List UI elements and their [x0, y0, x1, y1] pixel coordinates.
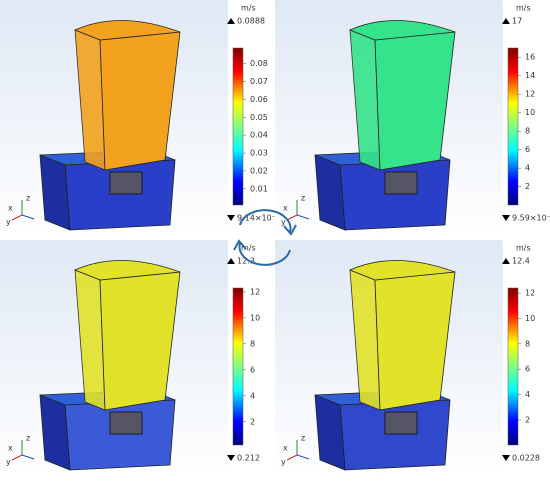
panel: z yx m/s 12.4 0.0228 2 4 6 8 10 12 [275, 240, 540, 478]
colorbar-tick-label: 0.03 [250, 149, 268, 158]
triad-axis [11, 214, 23, 221]
panel: z yx m/s 17 9.59×10⁻³ 2 4 6 8 10 12 14 16 [275, 0, 550, 238]
triad-label: z [301, 194, 305, 203]
base-front [339, 159, 451, 231]
colorbar-tick-label: 12 [250, 287, 260, 296]
colorbar-tick-label: 4 [525, 390, 530, 399]
max-marker [227, 18, 235, 24]
panel: z yx m/s 12.3 0.212 2 4 6 8 10 12 [0, 240, 260, 478]
max-label: 17 [512, 17, 522, 26]
base-side [39, 394, 71, 471]
colorbar-tick-label: 6 [525, 365, 530, 374]
triad-axis [296, 214, 310, 220]
max-label: 12.4 [512, 257, 530, 266]
colorbar [232, 47, 244, 206]
panel: z yx m/s 0.0888 9.14×10⁻⁴ 0.01 0.02 0.03 0.04 0.0… [0, 0, 279, 238]
colorbar-tick-label: 0.01 [250, 184, 268, 193]
unit-label: m/s [516, 4, 531, 13]
triad-label: y [281, 458, 286, 467]
colorbar-tick-label: 10 [525, 314, 535, 323]
triad-axis [21, 454, 35, 460]
colorbar-tick-label: 2 [250, 417, 255, 426]
colorbar-tick-label: 12 [525, 90, 535, 99]
unit-label: m/s [241, 4, 256, 13]
colorbar-tick-label: 0.04 [250, 131, 268, 140]
max-label: 0.0888 [237, 17, 265, 26]
colorbar-tick-label: 16 [525, 53, 535, 62]
base-front [64, 399, 176, 471]
colorbar-tick-label: 4 [250, 391, 255, 400]
tower-cap [73, 20, 181, 41]
colorbar-tick-label: 14 [525, 71, 535, 80]
colorbar-tick-label: 8 [525, 127, 530, 136]
min-label: 0.212 [237, 454, 260, 463]
colorbar-tick-label: 8 [525, 339, 530, 348]
colorbar-tick-label: 0.08 [250, 59, 268, 68]
tower-cap [348, 260, 456, 281]
min-marker [502, 455, 510, 461]
triad-label: y [6, 458, 11, 467]
colorbar-tick-label: 10 [250, 313, 260, 322]
colorbar-tick-label: 10 [525, 108, 535, 117]
base-side [39, 154, 71, 231]
triad-label: x [283, 444, 288, 453]
triad-axis [286, 454, 298, 461]
triad-label: z [26, 194, 30, 203]
min-marker [227, 215, 235, 221]
max-marker [227, 258, 235, 264]
max-marker [502, 258, 510, 264]
colorbar-tick-label: 4 [525, 164, 530, 173]
triad-label: y [281, 218, 286, 227]
base-front [64, 159, 176, 231]
colorbar-tick-label: 8 [250, 339, 255, 348]
colorbar-tick-label: 12 [525, 289, 535, 298]
max-label: 12.3 [237, 257, 255, 266]
colorbar-tick-label: 0.02 [250, 166, 268, 175]
inlet [384, 171, 418, 195]
colorbar-tick-label: 0.07 [250, 77, 268, 86]
base-side [314, 154, 346, 231]
min-marker [502, 215, 510, 221]
inlet [384, 411, 418, 435]
triad-axis [11, 454, 23, 461]
triad-label: z [301, 434, 305, 443]
triad-label: x [8, 204, 13, 213]
colorbar [507, 287, 519, 446]
tower-cap [73, 260, 181, 281]
triad-label: x [8, 444, 13, 453]
triad-label: x [283, 204, 288, 213]
colorbar-tick-label: 0.06 [250, 95, 268, 104]
max-marker [502, 18, 510, 24]
base-side [314, 394, 346, 471]
min-label: 0.0228 [512, 454, 540, 463]
triad-axis [286, 214, 298, 221]
colorbar-tick-label: 6 [250, 365, 255, 374]
min-marker [227, 455, 235, 461]
tower-cap [348, 20, 456, 41]
colorbar [507, 47, 519, 206]
min-label: 9.59×10⁻³ [512, 214, 550, 223]
triad-axis [296, 454, 310, 460]
unit-label: m/s [241, 244, 256, 253]
colorbar-tick-label: 2 [525, 182, 530, 191]
base-front [339, 399, 451, 471]
colorbar-tick-label: 2 [525, 415, 530, 424]
colorbar [232, 287, 244, 446]
colorbar-tick-label: 0.05 [250, 113, 268, 122]
triad-label: z [26, 434, 30, 443]
unit-label: m/s [516, 244, 531, 253]
cycle-icon [233, 209, 297, 266]
inlet [109, 411, 143, 435]
triad-label: y [6, 218, 11, 227]
min-label: 9.14×10⁻⁴ [237, 214, 279, 223]
triad-axis [21, 214, 35, 220]
inlet [109, 171, 143, 195]
colorbar-tick-label: 6 [525, 145, 530, 154]
